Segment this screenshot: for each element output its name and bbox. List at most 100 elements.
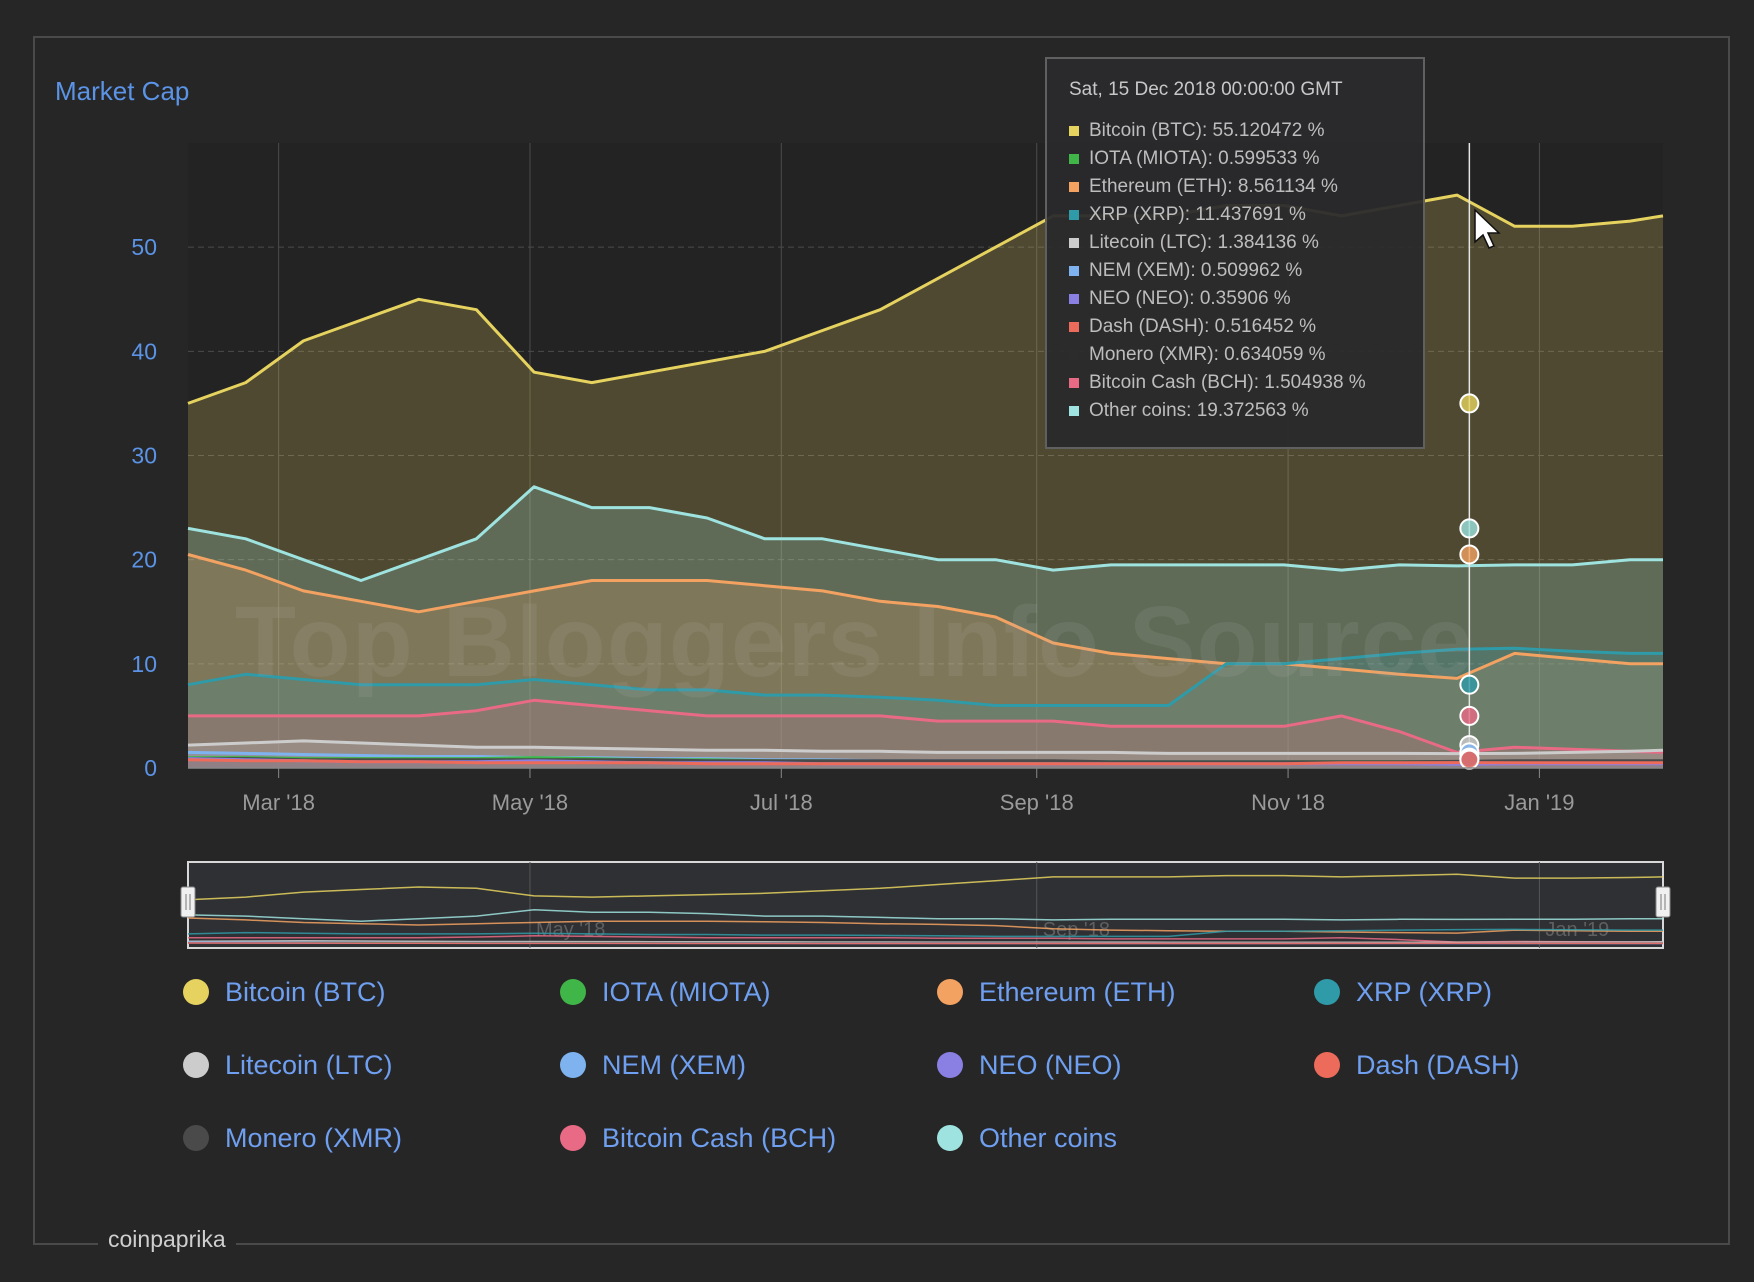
legend-label: XRP (XRP) [1356,976,1493,1007]
tooltip-value: Bitcoin Cash (BCH): 1.504938 % [1089,372,1366,393]
legend-item[interactable]: Monero (XMR) [183,1122,560,1153]
tooltip-row: Litecoin (LTC): 1.384136 % [1069,229,1423,257]
legend-item[interactable]: Litecoin (LTC) [183,1049,560,1080]
legend-dot-icon [937,1052,963,1078]
navigator-handle-right[interactable] [1655,886,1671,918]
tooltip-swatch [1069,322,1079,332]
chart-legend: Bitcoin (BTC) IOTA (MIOTA) Ethereum (ETH) X… [183,976,1703,1153]
tooltip-swatch [1069,126,1079,136]
tooltip-row: NEO (NEO): 0.35906 % [1069,285,1423,313]
area-bitcoin-cash-bch [188,700,1663,768]
series-line-xrp-xrp[interactable] [187,646,1663,707]
legend-label: NEO (NEO) [979,1049,1122,1080]
tooltip-swatch [1069,294,1079,304]
legend-dot-icon [937,1125,963,1151]
tooltip-row: Dash (DASH): 0.516452 % [1069,313,1423,341]
legend-item[interactable]: IOTA (MIOTA) [560,976,937,1007]
hover-marker [1459,674,1480,695]
tooltip-swatch [1069,210,1079,220]
legend-label: Bitcoin (BTC) [225,976,386,1007]
tooltip-value: Ethereum (ETH): 8.561134 % [1089,176,1338,197]
legend-dot-icon [560,1052,586,1078]
tooltip-value: Dash (DASH): 0.516452 % [1089,316,1317,337]
series-line-dash-dash[interactable] [187,758,1663,766]
series-line-bitcoin-cash-bch[interactable] [188,698,1664,754]
tooltip-value: Monero (XMR): 0.634059 % [1089,344,1326,365]
legend-item[interactable]: NEO (NEO) [937,1049,1314,1080]
legend-item[interactable]: Other coins [937,1122,1314,1153]
navigator-series-line [187,939,1664,944]
navigator-series-line [187,917,1663,934]
area-other-coins [188,486,1663,768]
legend-dot-icon [1314,1052,1340,1078]
tooltip-row: Monero (XMR): 0.634059 % [1069,341,1423,369]
series-line-litecoin-ltc[interactable] [187,739,1664,756]
series-line-other-coins[interactable] [187,485,1663,582]
tooltip-row: Other coins: 19.372563 % [1069,397,1423,425]
x-tick-label: Sep '18 [1000,790,1074,815]
legend-item[interactable]: Bitcoin Cash (BCH) [560,1123,937,1153]
tooltip-swatch [1069,378,1079,388]
x-tick-label: Jan '19 [1504,790,1574,815]
tooltip-row: Bitcoin (BTC): 55.120472 % [1069,117,1423,145]
tooltip-value: Other coins: 19.372563 % [1089,400,1309,421]
legend-dot-icon [937,979,963,1005]
chart-frame [33,36,1730,1245]
y-tick-label: 40 [131,338,157,364]
legend-dot-icon [1314,979,1340,1005]
tooltip-swatch [1069,182,1079,192]
tooltip-swatch [1069,406,1079,416]
mouse-cursor-icon [1474,208,1501,249]
legend-dot-icon [183,1125,209,1151]
navigator-series-line [187,909,1663,922]
x-tick-label: May '18 [492,790,568,815]
legend-label: Litecoin (LTC) [225,1049,393,1080]
tooltip-row: XRP (XRP): 11.437691 % [1069,201,1423,229]
navigator-series-line [187,873,1664,901]
y-tick-label: 10 [131,651,157,677]
area-ethereum-eth [188,554,1663,768]
navigator-series-line [187,942,1663,945]
legend-label: IOTA (MIOTA) [602,976,771,1007]
hover-marker [1459,705,1480,726]
chart-title: Market Cap [55,76,190,106]
legend-item[interactable]: NEM (XEM) [560,1049,937,1080]
tooltip-swatch [1069,238,1079,248]
legend-label: Other coins [979,1122,1118,1153]
navigator-series-line [187,928,1663,938]
x-tick-label: Nov '18 [1251,790,1325,815]
legend-label: Ethereum (ETH) [979,976,1176,1007]
tooltip-swatch [1069,266,1079,276]
tooltip-date: Sat, 15 Dec 2018 00:00:00 GMT [1069,79,1343,100]
legend-item[interactable]: Dash (DASH) [1314,1049,1691,1080]
x-tick-label: Mar '18 [242,790,315,815]
tooltip-row: NEM (XEM): 0.509962 % [1069,257,1423,285]
legend-item[interactable]: XRP (XRP) [1314,976,1691,1007]
watermark-text: Top Bloggers Info Source [235,586,1474,698]
tooltip-value: NEO (NEO): 0.35906 % [1089,288,1291,309]
legend-label: Monero (XMR) [225,1122,403,1153]
tooltip-value: Litecoin (LTC): 1.384136 % [1089,232,1319,253]
navigator-handle-left[interactable] [180,886,196,918]
legend-label: Dash (DASH) [1356,1049,1520,1080]
legend-dot-icon [560,1125,586,1151]
hover-marker [1459,393,1480,414]
x-tick-label: Jul '18 [750,790,813,815]
legend-dot-icon [183,1052,209,1078]
source-label: coinpaprika [98,1226,236,1253]
area-neo-neo [188,758,1663,768]
legend-dot-icon [183,979,209,1005]
y-tick-label: 0 [144,755,157,781]
area-xrp-xrp [188,648,1663,768]
series-line-ethereum-eth[interactable] [187,553,1663,680]
series-line-bitcoin-btc[interactable] [187,193,1664,405]
legend-label: NEM (XEM) [602,1049,746,1080]
navigator-series-line [188,935,1664,943]
legend-item[interactable]: Ethereum (ETH) [937,976,1314,1007]
legend-item[interactable]: Bitcoin (BTC) [183,976,560,1007]
tooltip-value: IOTA (MIOTA): 0.599533 % [1089,148,1320,169]
hover-marker [1459,518,1480,539]
tooltip-value: NEM (XEM): 0.509962 % [1089,260,1303,281]
legend-dot-icon [560,979,586,1005]
